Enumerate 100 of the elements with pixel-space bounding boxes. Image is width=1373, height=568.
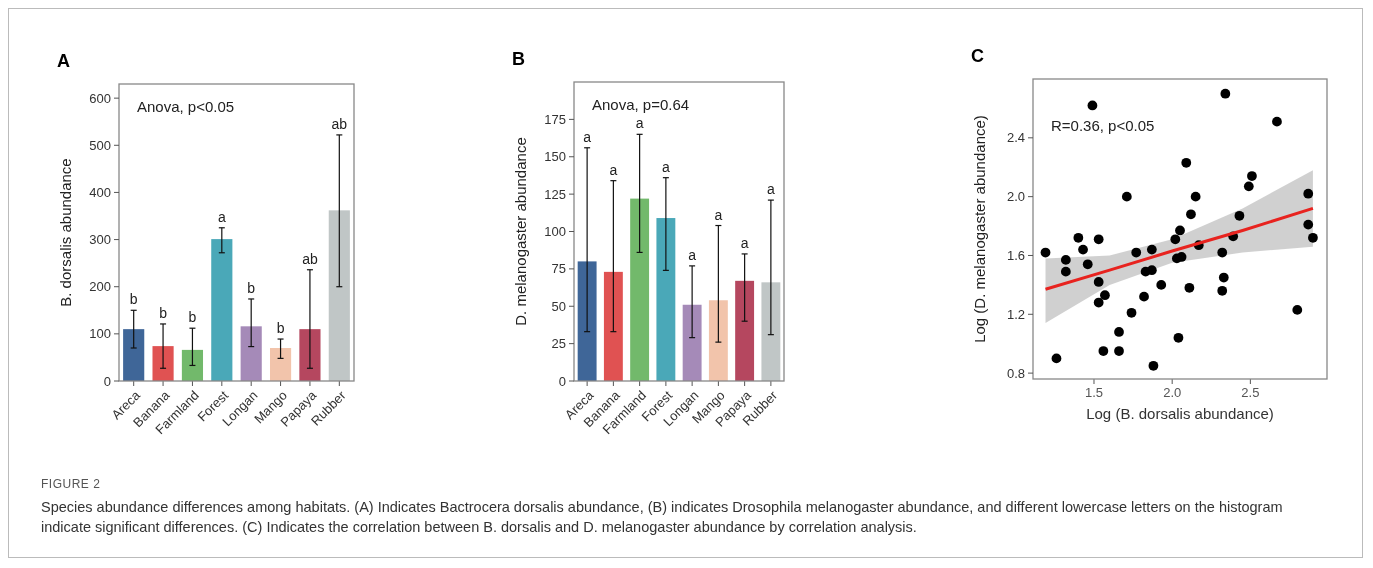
bar [181, 349, 204, 381]
point [1247, 171, 1257, 181]
y-tick-label: 0.8 [1006, 365, 1025, 381]
bar [123, 329, 145, 381]
chart-title: A [57, 51, 70, 71]
point [1234, 210, 1245, 221]
y-tick-label: 50 [551, 298, 566, 314]
annotation: ab [331, 115, 348, 132]
point [1100, 290, 1110, 301]
y-tick-label: 100 [89, 326, 111, 342]
point [1181, 157, 1192, 168]
point [1087, 100, 1098, 111]
y-axis-title: D. melanogaster abundance [512, 137, 529, 326]
y-tick-label: 0 [558, 373, 566, 389]
point [1148, 360, 1159, 371]
annotation: b [247, 279, 256, 296]
bar [630, 198, 650, 381]
bar [240, 326, 262, 381]
y-tick-label: 600 [89, 90, 111, 106]
x-tick-label: 1.5 [1084, 385, 1104, 400]
y-tick-label: 125 [544, 186, 566, 202]
point [1170, 234, 1181, 245]
caption: FIGURE 2 [41, 477, 102, 491]
point [1218, 272, 1229, 283]
y-tick-label: 100 [544, 224, 566, 240]
point [1051, 353, 1062, 364]
y-tick-label: 1.2 [1006, 306, 1025, 322]
annotation: Anova, p=0.64 [592, 96, 690, 113]
annotation: a [740, 234, 749, 251]
text: Species abundance differences among habitats. (A) Indicates Bactrocera dorsalis abundance, (B) indicates Drosophila melanogaster abundance, and different lowercase letters on the histogram indicate significant differences. (C) Indicates the correlation between B. dorsalis and D. melanogaster abundance by correlation analysis. [41, 498, 1284, 538]
annotation: R=0.36, p<0.05 [1051, 117, 1155, 134]
y-tick-label: 2.4 [1006, 130, 1025, 146]
point [1303, 188, 1314, 199]
bar [603, 271, 623, 381]
bar [761, 282, 781, 381]
annotation: b [159, 304, 168, 321]
point [1175, 225, 1185, 236]
y-tick-label: 0 [103, 373, 111, 389]
point [1093, 277, 1104, 287]
y-tick-label: 200 [89, 279, 111, 295]
point [1308, 232, 1318, 243]
point [1176, 252, 1187, 262]
point [1156, 280, 1167, 290]
point [1060, 255, 1071, 265]
bar [656, 218, 676, 381]
y-tick-label: 500 [89, 137, 111, 153]
point [1060, 266, 1071, 277]
y-axis-title: B. dorsalis abundance [57, 158, 74, 307]
bar [152, 346, 174, 381]
y-tick-label: 175 [544, 111, 566, 127]
annotation: a [766, 181, 775, 198]
point [1093, 234, 1104, 245]
line-series [1044, 206, 1315, 291]
annotation: a [609, 161, 618, 178]
y-tick-label: 1.6 [1006, 248, 1025, 264]
annotation: b [276, 320, 285, 337]
point [1093, 297, 1104, 308]
bar [328, 210, 350, 381]
y-tick-label: 400 [89, 184, 111, 200]
point [1114, 346, 1124, 356]
annotation: Anova, p<0.05 [137, 98, 235, 115]
bar [682, 304, 702, 381]
point [1139, 291, 1149, 302]
annotation: a [688, 246, 697, 263]
point [1146, 244, 1157, 255]
point [1073, 232, 1084, 243]
chart-title: C [971, 46, 984, 66]
point [1126, 307, 1137, 318]
point [1131, 247, 1142, 258]
bar [211, 239, 233, 381]
point [1190, 191, 1201, 202]
point [1217, 247, 1228, 258]
y-axis-title: Log (D. melanogaster abundance) [971, 115, 988, 343]
y-tick-label: 300 [89, 232, 111, 248]
point [1292, 305, 1303, 315]
point [1082, 259, 1093, 270]
annotation: b [129, 291, 138, 308]
point [1220, 88, 1231, 99]
bar [269, 348, 292, 381]
y-tick-label: 150 [544, 149, 566, 165]
bar [708, 300, 728, 381]
x-tick-label: 2.5 [1241, 385, 1260, 400]
point [1078, 244, 1088, 255]
point [1217, 285, 1228, 296]
point [1272, 116, 1282, 127]
annotation: a [714, 206, 723, 223]
y-tick-label: 25 [551, 336, 566, 352]
y-tick-label: 2.0 [1006, 189, 1025, 205]
point [1121, 191, 1132, 202]
annotation: a [217, 208, 226, 225]
point [1184, 282, 1195, 293]
point [1098, 346, 1109, 356]
point [1186, 209, 1196, 220]
bar [577, 261, 597, 381]
annotation: b [188, 309, 197, 326]
bar [735, 280, 755, 381]
annotation: a [583, 128, 592, 145]
y-tick-label: 75 [551, 261, 566, 277]
x-axis-title: Log (B. dorsalis abundance) [1086, 405, 1274, 422]
x-tick-label: 2.0 [1163, 385, 1182, 400]
